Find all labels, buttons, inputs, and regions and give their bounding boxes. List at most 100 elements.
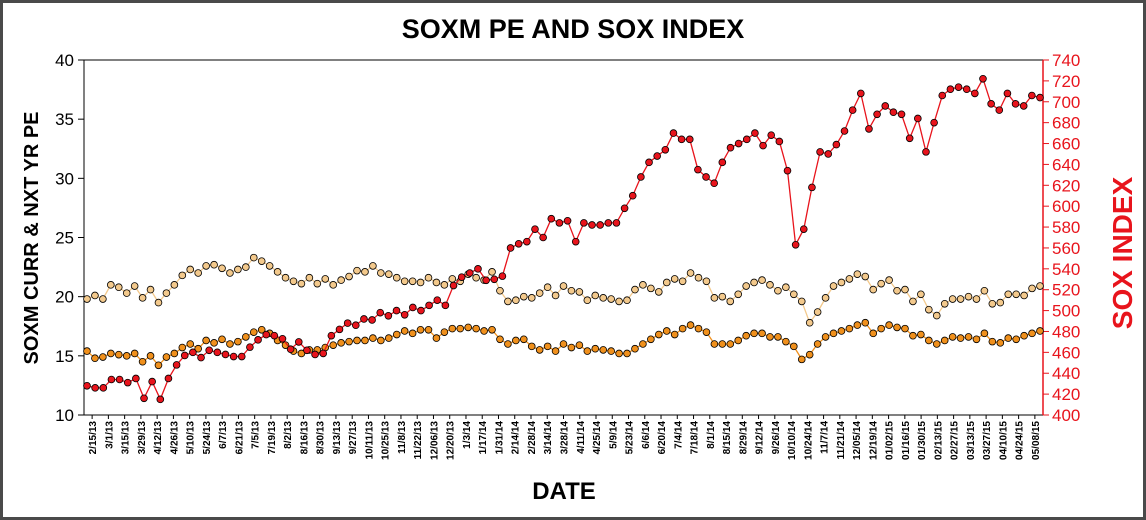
right-tick-label: 640 (1052, 155, 1080, 174)
data-point (694, 273, 703, 282)
data-point (527, 294, 536, 302)
data-point (178, 271, 187, 280)
data-point (392, 306, 401, 315)
data-point (917, 290, 925, 299)
data-point (654, 288, 663, 296)
right-tick-label: 680 (1052, 114, 1080, 133)
data-point (335, 325, 344, 334)
data-point (99, 384, 108, 392)
data-point (99, 295, 107, 303)
series-soxm-curr-yr-pe (83, 253, 1044, 327)
data-point (202, 262, 210, 270)
data-point (164, 374, 173, 383)
data-point (262, 330, 270, 339)
data-point (995, 106, 1004, 114)
data-point (210, 260, 218, 269)
data-point (885, 321, 893, 329)
data-point (742, 282, 750, 290)
data-point (751, 129, 759, 137)
data-point (901, 324, 909, 333)
data-point (837, 278, 846, 287)
data-point (607, 347, 615, 355)
data-point (297, 349, 306, 358)
data-point (588, 221, 596, 229)
data-point (440, 328, 449, 336)
data-point (91, 384, 99, 392)
x-tick-label: 5/24/13 (202, 421, 213, 455)
data-point (620, 204, 629, 213)
data-point (466, 269, 474, 277)
data-point (440, 281, 449, 289)
data-point (281, 273, 290, 282)
data-point (170, 349, 179, 358)
data-point (599, 294, 608, 302)
data-point (278, 334, 287, 343)
data-point (873, 110, 881, 119)
data-point (861, 318, 870, 327)
data-point (808, 183, 816, 192)
data-point (154, 361, 163, 370)
x-tick-label: 3/29/13 (137, 421, 148, 455)
data-point (305, 273, 314, 282)
x-tick-label: 10/10/14 (787, 421, 798, 460)
data-point (948, 295, 957, 303)
data-point (805, 318, 814, 327)
right-tick-label: 440 (1052, 364, 1080, 383)
data-point (303, 346, 311, 355)
data-point (448, 275, 457, 283)
data-point (543, 342, 552, 351)
data-point (623, 349, 631, 358)
data-point (925, 336, 933, 345)
x-tick-label: 3/28/14 (560, 421, 571, 455)
left-tick-label: 35 (55, 110, 74, 129)
right-axis-label: SOX INDEX (1107, 176, 1138, 329)
data-point (922, 148, 930, 156)
x-tick-label: 9/12/14 (755, 421, 766, 455)
right-tick-label: 540 (1052, 260, 1080, 279)
left-axis-label: SOXM CURR & NXT YR PE (21, 112, 43, 365)
data-point (750, 329, 758, 338)
x-tick-label: 2/28/14 (527, 421, 538, 455)
data-point (702, 173, 710, 181)
data-point (289, 277, 298, 286)
data-point (504, 340, 512, 348)
data-point (504, 297, 512, 306)
data-point (156, 395, 165, 404)
data-point (180, 351, 189, 360)
data-point (639, 281, 647, 289)
data-point (148, 377, 156, 386)
data-point (914, 114, 922, 123)
series-sox-index (83, 74, 1044, 404)
data-point (563, 216, 572, 225)
data-point (496, 335, 504, 344)
x-tick-label: 8/2/13 (283, 421, 294, 449)
data-point (639, 340, 647, 348)
left-tick-label: 40 (55, 51, 74, 70)
right-tick-label: 460 (1052, 343, 1080, 362)
data-point (893, 323, 901, 332)
data-point (767, 131, 776, 139)
data-point (392, 273, 401, 282)
data-point (257, 325, 266, 334)
data-point (122, 289, 131, 297)
data-point (774, 286, 782, 295)
data-point (734, 290, 743, 299)
data-point (1011, 100, 1020, 108)
data-point (441, 301, 450, 310)
data-point (472, 273, 480, 282)
data-point (782, 337, 790, 346)
data-point (791, 241, 800, 249)
right-tick-label: 600 (1052, 197, 1080, 216)
data-point (734, 139, 743, 148)
data-point (83, 381, 91, 390)
data-point (353, 266, 361, 275)
data-point (816, 148, 824, 156)
data-point (424, 325, 433, 334)
data-point (154, 298, 163, 307)
data-point (254, 336, 262, 344)
data-point (962, 85, 971, 94)
data-point (408, 277, 417, 286)
x-tick-label: 05/08/15 (1031, 421, 1042, 460)
data-point (853, 270, 862, 278)
data-point (555, 219, 564, 227)
